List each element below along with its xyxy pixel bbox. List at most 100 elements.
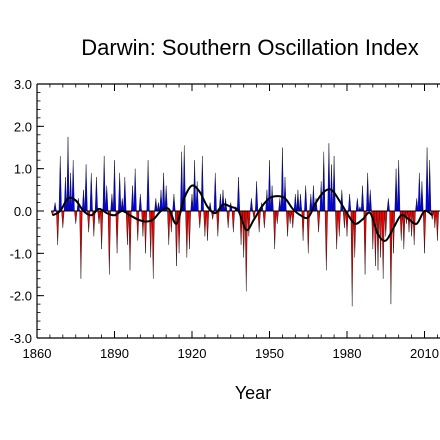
soi-bar — [304, 185, 308, 212]
soi-bar — [107, 210, 111, 275]
soi-bar — [420, 181, 424, 212]
x-tick-label: 1950 — [255, 346, 284, 361]
y-tick-label: 3.0 — [14, 77, 32, 92]
x-tick-label: 2010 — [410, 346, 439, 361]
soi-bar — [394, 168, 398, 212]
chart-title: Darwin: Southern Oscillation Index — [81, 35, 419, 60]
soi-bar — [89, 172, 93, 212]
soi-bar — [330, 164, 333, 212]
soi-bar — [268, 160, 271, 212]
soi-bar — [79, 210, 83, 279]
soi-bar — [360, 185, 365, 212]
chart-marks — [50, 136, 440, 307]
soi-bar — [363, 210, 367, 275]
soi-bar — [291, 210, 295, 228]
soi-bar — [175, 210, 178, 267]
soi-bar — [221, 189, 225, 212]
soi-bar — [317, 210, 321, 233]
soi-bar — [74, 210, 78, 224]
soi-bar — [298, 194, 303, 212]
soi-bar — [187, 210, 191, 250]
soi-bar — [327, 143, 331, 212]
soi-bar — [120, 198, 124, 212]
soi-bar — [198, 210, 202, 228]
soi-bar — [105, 185, 109, 212]
soi-bar — [423, 210, 426, 254]
soi-bar — [141, 210, 145, 237]
soi-bar — [337, 210, 341, 237]
soi-bar — [410, 210, 414, 237]
y-tick-label: -3.0 — [10, 331, 32, 346]
soi-bar — [162, 172, 166, 212]
axes: -3.0 -2.0 -1.0 0.0 1.0 2.0 3.0 1860 1890 1920 1950… — [10, 77, 440, 361]
soi-bar — [118, 172, 122, 212]
soi-bar — [102, 155, 106, 212]
soi-bar — [255, 181, 259, 212]
soi-bar — [247, 210, 251, 237]
soi-bar — [206, 210, 209, 241]
soi-bar — [373, 210, 377, 267]
soi-bar — [84, 164, 88, 212]
x-tick-label: 1980 — [333, 346, 362, 361]
x-tick-label: 1920 — [178, 346, 207, 361]
soi-bar — [138, 194, 142, 212]
soi-bar — [275, 210, 279, 224]
soi-bar — [231, 210, 235, 233]
soi-bar — [110, 194, 114, 212]
soi-bar — [288, 210, 292, 224]
soi-bar — [94, 177, 98, 212]
soi-bar — [164, 185, 168, 212]
soi-bar — [63, 177, 67, 212]
soi-bar — [226, 210, 230, 228]
smoothed-line — [52, 184, 433, 242]
soi-bar — [113, 160, 116, 212]
soi-bar — [324, 210, 328, 271]
soi-bar — [149, 210, 153, 258]
soi-bar — [56, 210, 60, 245]
soi-bar — [389, 210, 393, 305]
soi-bar — [185, 210, 189, 258]
x-tick-label: 1890 — [100, 346, 129, 361]
soi-bar — [213, 172, 217, 212]
soi-bar — [392, 210, 395, 254]
soi-bar — [203, 210, 207, 237]
soi-bar — [136, 210, 140, 241]
soi-bar — [249, 198, 253, 212]
soi-bar — [353, 210, 357, 258]
soi-bar — [125, 210, 129, 245]
soi-bar — [381, 210, 385, 279]
soi-bar — [167, 210, 171, 245]
soi-bar — [216, 210, 220, 237]
soi-bar — [379, 210, 383, 258]
soi-bar — [131, 185, 135, 212]
soi-bar — [348, 194, 352, 212]
soi-bar — [425, 147, 429, 212]
soi-bar — [190, 194, 194, 212]
soi-bar — [296, 189, 300, 212]
soi-bar — [350, 210, 354, 307]
soi-bar — [100, 210, 104, 250]
soi-bar — [280, 147, 284, 212]
soi-bar — [128, 210, 132, 271]
soi-bar — [376, 210, 380, 271]
soi-bar — [146, 160, 150, 212]
soi-bar — [81, 189, 86, 212]
soi-bar — [154, 198, 158, 212]
soi-bar — [415, 198, 419, 212]
x-axis-label: Year — [235, 383, 271, 403]
soi-bar — [358, 206, 362, 212]
soi-bar — [159, 189, 163, 212]
soi-bar — [332, 155, 336, 212]
soi-bar — [195, 181, 199, 212]
soi-bar — [244, 210, 248, 292]
soi-bar — [335, 210, 339, 250]
soi-bar — [61, 210, 65, 228]
soi-bar — [58, 155, 62, 212]
soi-bar — [273, 210, 277, 250]
soi-bar — [237, 177, 240, 212]
soi-bar — [384, 210, 388, 237]
soi-bar — [366, 172, 370, 212]
soi-bar — [115, 210, 119, 254]
soi-bar — [242, 210, 246, 258]
